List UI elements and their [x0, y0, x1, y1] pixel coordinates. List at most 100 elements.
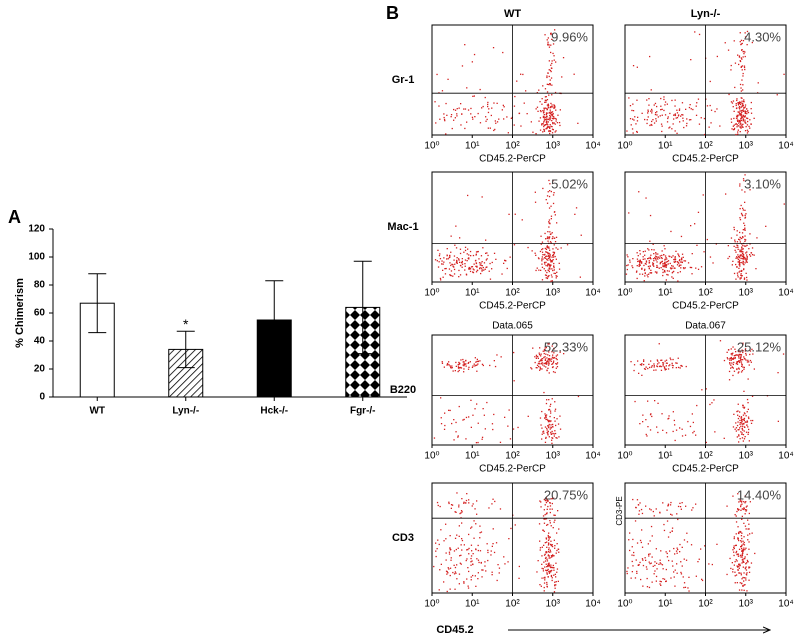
dot — [542, 529, 544, 531]
dot — [641, 268, 643, 270]
dot — [670, 577, 672, 579]
dot — [547, 259, 549, 261]
dot — [442, 269, 444, 271]
dot — [733, 547, 735, 550]
dot — [742, 550, 744, 552]
dot — [475, 442, 478, 444]
dot — [554, 371, 556, 374]
dot — [550, 420, 552, 422]
dot — [744, 258, 747, 260]
dot — [542, 187, 544, 190]
dot — [552, 426, 554, 428]
dot — [546, 558, 548, 560]
dot — [645, 433, 647, 436]
dot — [545, 402, 548, 405]
dot — [549, 557, 551, 559]
dot — [662, 263, 664, 265]
dot — [461, 65, 464, 67]
dot — [547, 104, 550, 107]
x-tick-label: WT — [89, 406, 105, 417]
dot — [452, 264, 454, 266]
dot — [553, 433, 555, 435]
dot — [729, 362, 731, 364]
dot — [449, 254, 451, 257]
dot — [661, 564, 664, 566]
dot — [551, 67, 553, 69]
dot — [456, 259, 458, 262]
dot — [547, 576, 549, 578]
dot — [661, 413, 663, 415]
dot — [545, 255, 548, 257]
dot — [737, 508, 739, 511]
dot — [671, 514, 673, 516]
dot — [661, 254, 663, 257]
dot — [644, 368, 647, 370]
dot — [741, 559, 743, 561]
dot — [566, 244, 569, 246]
dot — [743, 522, 745, 524]
dot — [696, 102, 698, 104]
dot — [656, 111, 658, 113]
dot — [557, 548, 559, 550]
dot — [741, 432, 743, 434]
dot — [727, 358, 729, 360]
dot — [458, 269, 460, 272]
dot — [735, 427, 738, 429]
dot — [737, 526, 739, 528]
dot — [741, 116, 743, 118]
dot — [547, 121, 549, 123]
dot — [745, 569, 748, 571]
dot — [674, 553, 676, 555]
dot — [744, 235, 746, 237]
dot — [731, 102, 734, 104]
dot — [632, 498, 634, 501]
dot — [646, 274, 648, 276]
dot — [742, 89, 744, 91]
dot — [666, 264, 668, 266]
dot — [679, 264, 681, 266]
dot — [741, 582, 743, 584]
dot — [553, 497, 555, 499]
dot — [666, 509, 668, 511]
dot — [539, 369, 541, 371]
dot — [456, 262, 458, 264]
dot — [738, 415, 741, 418]
dot — [509, 438, 512, 440]
dot — [659, 261, 662, 264]
dot — [666, 362, 668, 364]
dot — [674, 439, 676, 442]
dot — [743, 245, 746, 247]
dot — [547, 191, 549, 193]
dot — [749, 501, 751, 503]
dot — [543, 121, 545, 123]
dot — [574, 213, 576, 215]
dot — [652, 258, 655, 260]
dot — [471, 560, 473, 562]
dot — [544, 504, 546, 506]
dot — [747, 402, 749, 404]
dot — [513, 124, 515, 126]
dot — [551, 114, 553, 116]
dot — [550, 566, 552, 569]
dot — [673, 261, 675, 263]
dot — [453, 119, 455, 121]
dot — [686, 122, 688, 125]
dot — [547, 555, 549, 557]
dot — [476, 500, 478, 502]
dot — [738, 55, 741, 57]
dot — [740, 114, 743, 116]
dot — [741, 532, 743, 534]
dot — [471, 116, 474, 118]
dot — [545, 96, 547, 98]
dot — [632, 538, 634, 541]
dot — [731, 354, 733, 356]
dot — [444, 273, 447, 275]
dot — [462, 361, 464, 363]
dot — [746, 572, 748, 574]
dot — [737, 429, 739, 431]
dot — [654, 561, 656, 563]
dot — [545, 361, 547, 364]
dot — [662, 362, 665, 364]
dot — [672, 265, 674, 267]
dot — [433, 437, 436, 439]
